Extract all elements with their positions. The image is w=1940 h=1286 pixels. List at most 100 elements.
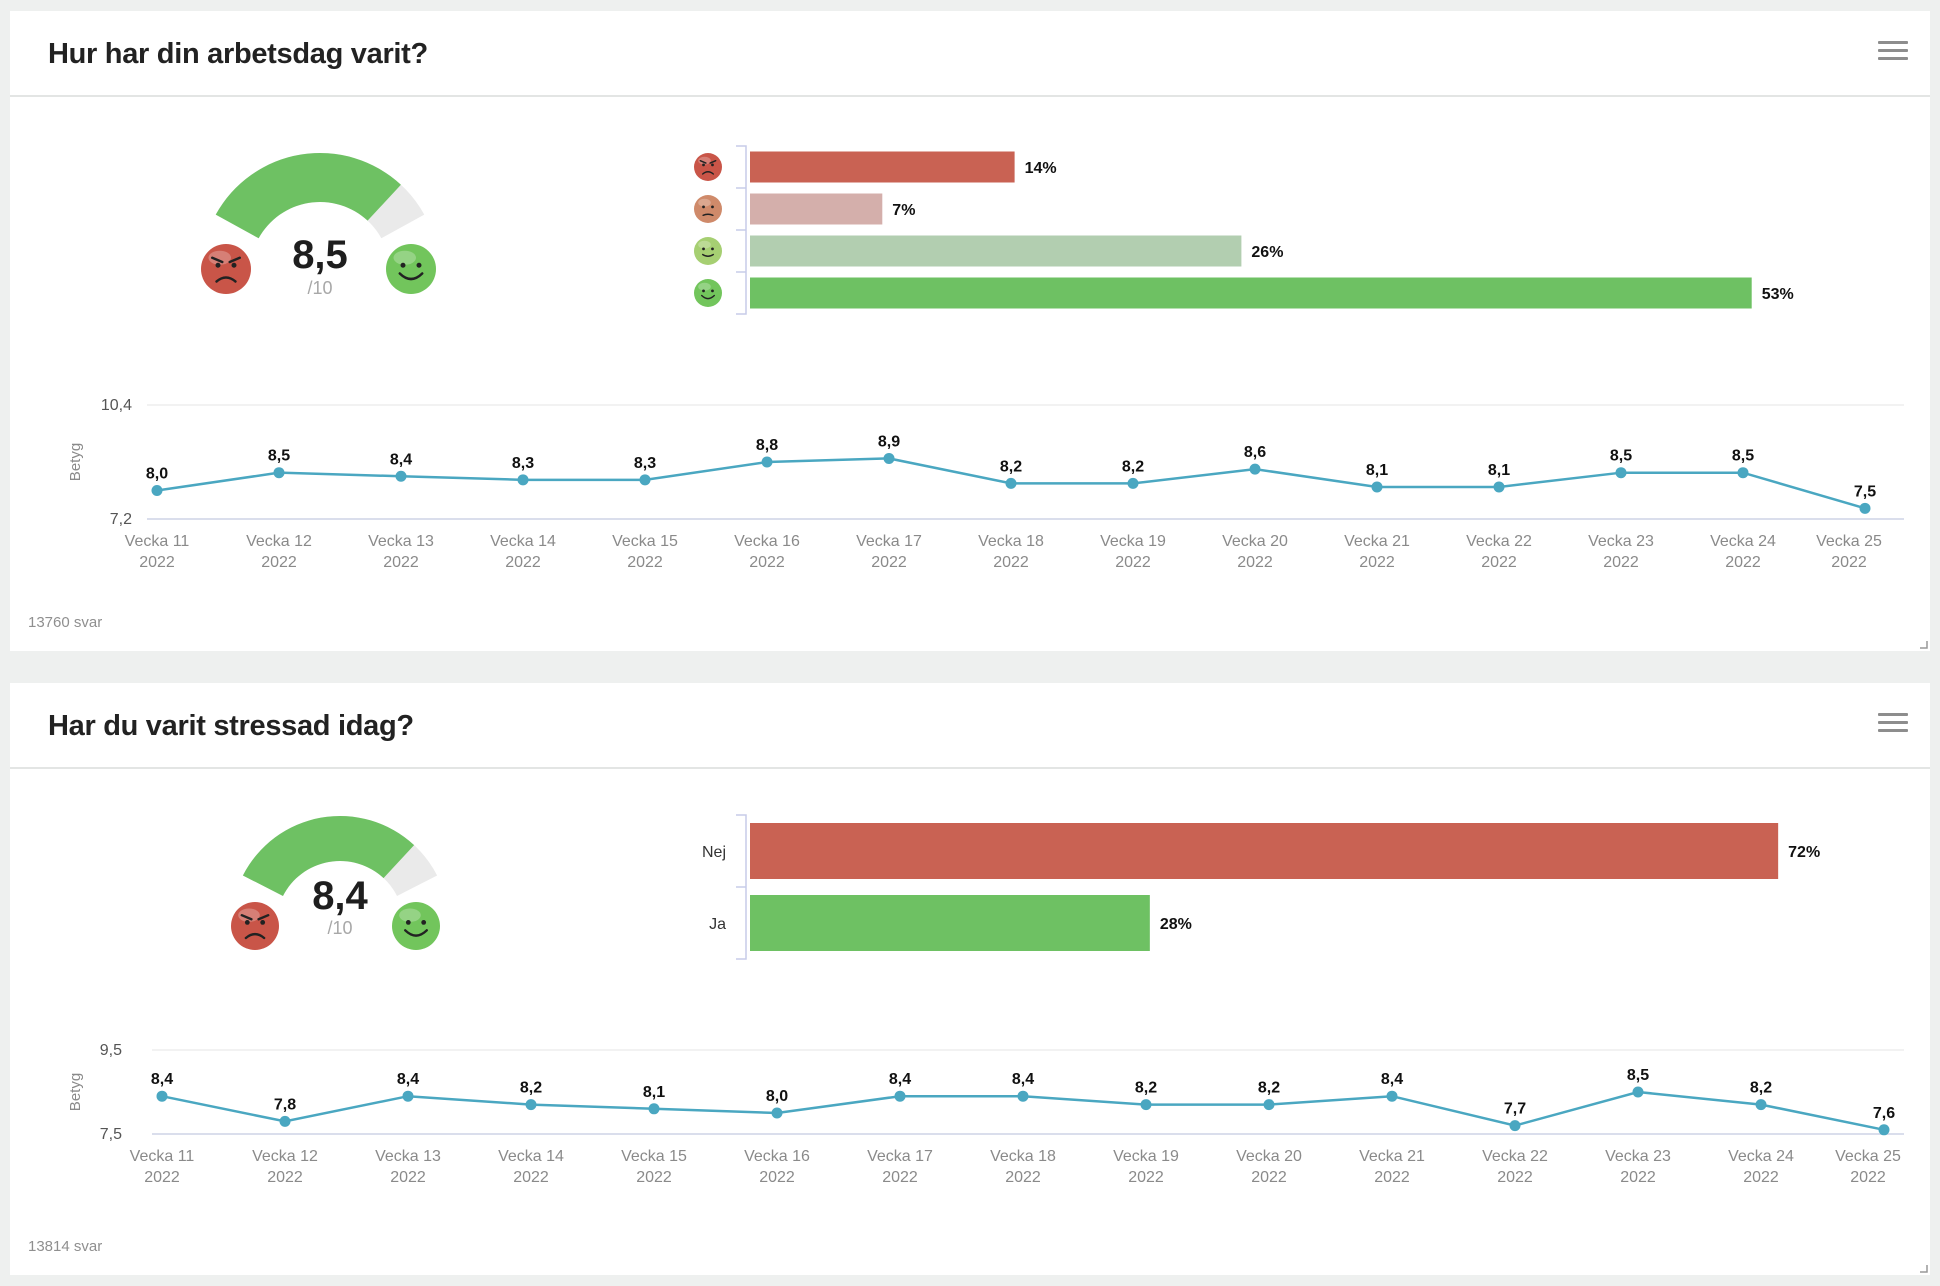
x-tick-label: Vecka 23	[1588, 533, 1654, 550]
x-tick-label-year: 2022	[144, 1169, 180, 1186]
bar-value-label: 7%	[892, 202, 915, 219]
x-tick-label: Vecka 19	[1100, 533, 1166, 550]
data-point	[1249, 463, 1261, 475]
data-label: 8,6	[1244, 444, 1266, 461]
x-tick-label: Vecka 22	[1466, 533, 1532, 550]
x-tick-label-year: 2022	[139, 554, 175, 571]
x-tick-label-year: 2022	[1481, 554, 1517, 571]
x-tick-label-year: 2022	[1603, 554, 1639, 571]
bar-value-label: 26%	[1251, 244, 1283, 261]
data-label: 8,2	[1258, 1080, 1280, 1097]
trend-line-chart: 9,5 7,5 Betyg 8,4 Vecka 11 2022 7,8 Vecka 12 202…	[67, 1042, 1904, 1186]
data-label: 7,8	[274, 1096, 296, 1113]
card-title: Har du varit stressad idag?	[48, 710, 414, 742]
gauge-fill	[242, 816, 415, 896]
y-tick-label: 7,2	[110, 511, 132, 528]
bar-value-label: 28%	[1160, 916, 1192, 933]
x-tick-label-year: 2022	[1115, 554, 1151, 571]
hamburger-menu-icon[interactable]	[1878, 713, 1908, 735]
data-point	[395, 470, 407, 482]
distribution-bar-chart: 72% Nej 28% Ja	[702, 814, 1820, 960]
bar-category-label: Nej	[702, 844, 726, 861]
x-tick-label-year: 2022	[1743, 1169, 1779, 1186]
x-tick-label-year: 2022	[993, 554, 1029, 571]
bar	[750, 823, 1779, 879]
bar	[750, 277, 1752, 309]
y-tick-label: 10,4	[101, 397, 132, 414]
x-tick-label: Vecka 11	[125, 533, 190, 550]
x-tick-label: Vecka 24	[1710, 533, 1776, 550]
card-title: Hur har din arbetsdag varit?	[48, 38, 428, 70]
x-tick-label-year: 2022	[1831, 554, 1867, 571]
data-label: 8,5	[268, 448, 290, 465]
data-point	[771, 1107, 783, 1119]
data-point	[1371, 481, 1383, 493]
gauge-max: /10	[327, 918, 352, 938]
x-tick-label-year: 2022	[627, 554, 663, 571]
data-label: 8,5	[1610, 448, 1632, 465]
data-point	[525, 1099, 537, 1111]
card-header: Hur har din arbetsdag varit?	[10, 11, 1930, 97]
x-tick-label-year: 2022	[383, 554, 419, 571]
bar	[750, 151, 1015, 183]
data-point	[279, 1115, 291, 1127]
data-point	[1386, 1090, 1398, 1102]
data-label: 8,5	[1627, 1067, 1649, 1084]
data-point	[1509, 1120, 1521, 1132]
data-label: 8,9	[878, 433, 900, 450]
x-tick-label: Vecka 23	[1605, 1148, 1671, 1165]
data-label: 8,4	[151, 1071, 173, 1088]
smile-face-icon	[694, 237, 722, 265]
y-axis-title: Betyg	[67, 1073, 84, 1111]
gauge-chart: 8,4/10	[231, 816, 440, 950]
data-point	[1263, 1099, 1275, 1111]
trend-line-chart: 10,4 7,2 Betyg 8,0 Vecka 11 2022 8,5 Vecka 12 20…	[67, 397, 1904, 571]
gauge-value: 8,4	[312, 874, 368, 918]
resize-handle-icon[interactable]	[1918, 1263, 1928, 1273]
happy-face-icon	[694, 279, 722, 307]
x-tick-label-year: 2022	[1725, 554, 1761, 571]
x-tick-label: Vecka 13	[368, 533, 434, 550]
hamburger-menu-icon[interactable]	[1878, 41, 1908, 63]
x-tick-label: Vecka 21	[1344, 533, 1410, 550]
x-tick-label-year: 2022	[1497, 1169, 1533, 1186]
x-tick-label: Vecka 18	[978, 533, 1044, 550]
data-label: 7,5	[1854, 483, 1876, 500]
x-tick-label-year: 2022	[1850, 1169, 1886, 1186]
data-label: 8,4	[889, 1071, 911, 1088]
resize-handle-icon[interactable]	[1918, 639, 1928, 649]
x-tick-label-year: 2022	[636, 1169, 672, 1186]
x-tick-label-year: 2022	[759, 1169, 795, 1186]
x-tick-label: Vecka 14	[490, 533, 556, 550]
data-label: 8,2	[1122, 458, 1144, 475]
x-tick-label: Vecka 18	[990, 1148, 1056, 1165]
bar	[750, 235, 1242, 267]
data-label: 8,2	[1135, 1080, 1157, 1097]
gauge-fill	[215, 152, 401, 239]
x-tick-label-year: 2022	[1374, 1169, 1410, 1186]
response-count: 13814 svar	[28, 1238, 103, 1255]
y-axis-title: Betyg	[67, 443, 84, 481]
data-label: 7,7	[1504, 1101, 1526, 1118]
x-tick-label: Vecka 22	[1482, 1148, 1548, 1165]
data-label: 8,2	[520, 1080, 542, 1097]
response-count: 13760 svar	[28, 614, 103, 631]
data-point	[1632, 1086, 1644, 1098]
bar-category-label: Ja	[709, 916, 726, 933]
data-point	[883, 452, 895, 464]
x-tick-label-year: 2022	[1620, 1169, 1656, 1186]
data-point	[156, 1090, 168, 1102]
x-tick-label-year: 2022	[505, 554, 541, 571]
x-tick-label-year: 2022	[1359, 554, 1395, 571]
card-workday: Hur har din arbetsdag varit? 8,5/10 14% 7…	[10, 11, 1930, 651]
x-tick-label-year: 2022	[261, 554, 297, 571]
data-point	[273, 467, 285, 479]
data-label: 8,4	[1012, 1071, 1034, 1088]
angry-face-icon	[694, 153, 722, 181]
x-tick-label-year: 2022	[1005, 1169, 1041, 1186]
data-label: 8,8	[756, 437, 778, 454]
data-label: 8,1	[1488, 462, 1510, 479]
card-stress: Har du varit stressad idag? 8,4/10 72% Ne…	[10, 683, 1930, 1275]
data-label: 8,1	[643, 1084, 665, 1101]
data-point	[1127, 477, 1139, 489]
